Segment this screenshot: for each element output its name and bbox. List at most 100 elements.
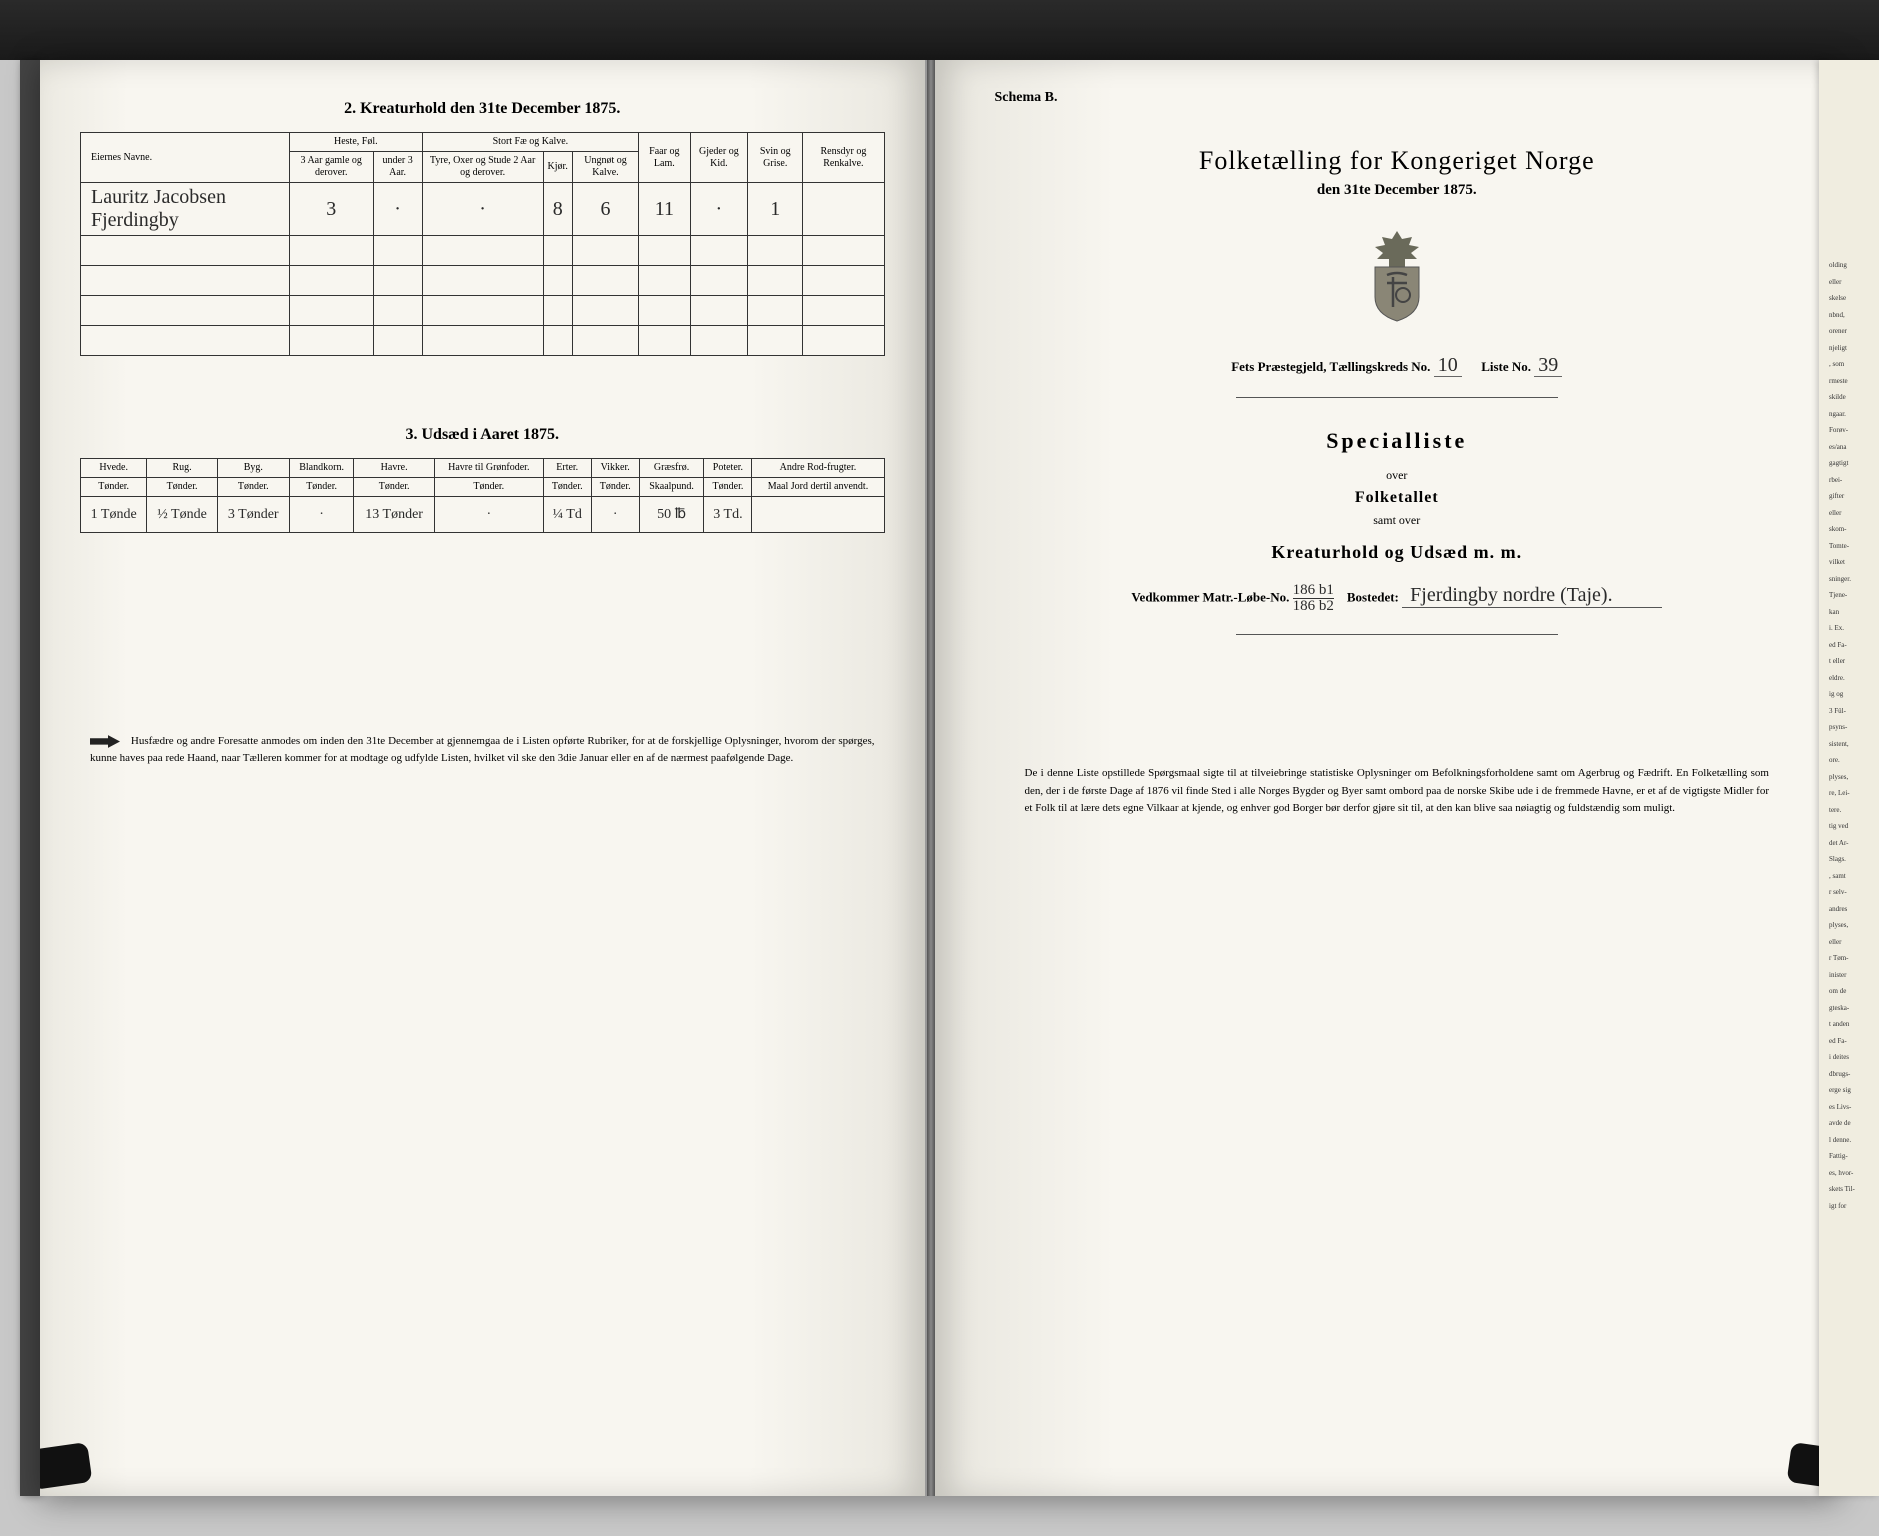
cell-potato: 3 Td. [704,497,752,533]
peek-line: plyses, [1829,772,1875,783]
bosted-value: Fjerdingby nordre (Taje). [1402,584,1662,608]
open-book: 2. Kreaturhold den 31te December 1875. E… [40,60,1839,1496]
peek-line: t anden [1829,1019,1875,1030]
peek-line: eller [1829,508,1875,519]
peek-line: es Livs- [1829,1102,1875,1113]
col-sheep: Faar og Lam. [639,133,690,183]
peek-line: gagtigt [1829,458,1875,469]
unit-peas: Tønder. [543,478,591,497]
table-row [81,296,885,326]
left-footnote-text: Husfædre og andre Foresatte anmodes om i… [90,735,875,764]
peek-line: i deites [1829,1052,1875,1063]
peek-line: ed Fa- [1829,640,1875,651]
cell-mixed: · [289,497,354,533]
peek-line: igt for [1829,1201,1875,1212]
unit-wheat: Tønder. [81,478,147,497]
unit-potato: Tønder. [704,478,752,497]
peek-line: eldre. [1829,673,1875,684]
seed-table: Hvede. Rug. Byg. Blandkorn. Havre. Havre… [80,458,885,533]
cell-other [752,497,884,533]
census-main-title: Folketælling for Kongeriget Norge [995,146,1800,176]
cell-sheep: 11 [639,183,690,236]
col-barley: Byg. [217,459,289,478]
left-page: 2. Kreaturhold den 31te December 1875. E… [40,60,927,1496]
right-footnote: De i denne Liste opstillede Spørgsmaal s… [995,765,1800,818]
col-grass: Græsfrø. [639,459,704,478]
table-row [81,266,885,296]
col-peas: Erter. [543,459,591,478]
spec-folk: Folketallet [995,489,1800,507]
matr-no-top: 186 b1 [1293,583,1334,599]
divider-line [1236,397,1558,398]
peek-line: skilde [1829,392,1875,403]
peek-line: inister [1829,970,1875,981]
peek-line: 3 Fül- [1829,706,1875,717]
peek-line: ig og [1829,689,1875,700]
peek-line: gifter [1829,491,1875,502]
seed-table-body: 1 Tønde ½ Tønde 3 Tønder · 13 Tønder · ¼… [81,497,885,533]
bosted-label: Bostedet: [1347,589,1399,604]
list-no: 39 [1534,354,1562,377]
coat-of-arms-icon [1357,229,1437,324]
right-page: Schema B. Folketælling for Kongeriget No… [935,60,1840,1496]
col-group-cattle: Stort Fæ og Kalve. [422,133,638,152]
peek-line: erge sig [1829,1085,1875,1096]
peek-line: t eller [1829,656,1875,667]
peek-line: vilket [1829,557,1875,568]
peek-line: sistent, [1829,739,1875,750]
seed-table-head: Hvede. Rug. Byg. Blandkorn. Havre. Havre… [81,459,885,497]
cell-goat: · [690,183,748,236]
unit-other: Maal Jord dertil anvendt. [752,478,884,497]
left-binding-edge [20,60,40,1496]
pointing-hand-icon [90,733,120,749]
parish-label: Fets Præstegjeld, Tællingskreds No. [1231,359,1430,374]
unit-vetch: Tønder. [591,478,639,497]
book-gutter [927,60,935,1496]
page-clip-bottom-left [40,1442,92,1490]
peek-line: es, hvor- [1829,1168,1875,1179]
cell-h1: 3 [289,183,373,236]
peek-line: Tjene- [1829,590,1875,601]
peek-line: kan [1829,607,1875,618]
peek-line: tig ved [1829,821,1875,832]
col-pig: Svin og Grise. [748,133,803,183]
unit-barley: Tønder. [217,478,289,497]
peek-line: skets Til- [1829,1184,1875,1195]
peek-line: Fattig- [1829,1151,1875,1162]
col-rye: Rug. [147,459,218,478]
table-row [81,236,885,266]
peek-line: dbrugs- [1829,1069,1875,1080]
list-label: Liste No. [1481,359,1531,374]
cell-wheat: 1 Tønde [81,497,147,533]
cell-c2: 8 [543,183,572,236]
peek-line: i. Ex. [1829,623,1875,634]
unit-grass: Skaalpund. [639,478,704,497]
cell-oats: 13 Tønder [354,497,434,533]
peek-line: orener [1829,326,1875,337]
cell-reindeer [803,183,884,236]
peek-line: , som [1829,359,1875,370]
col-c3: Ungnøt og Kalve. [572,152,638,183]
peek-line: l denne. [1829,1135,1875,1146]
cell-h2: · [373,183,422,236]
table-row: Lauritz Jacobsen Fjerdingby 3 · · 8 6 11… [81,183,885,236]
peek-line: ngaar. [1829,409,1875,420]
peek-line: avde de [1829,1118,1875,1129]
peek-line: es/ana [1829,442,1875,453]
spec-samt: samt over [995,513,1800,528]
cell-pig: 1 [748,183,803,236]
unit-rye: Tønder. [147,478,218,497]
parish-no: 10 [1434,354,1462,377]
livestock-table-body: Lauritz Jacobsen Fjerdingby 3 · · 8 6 11… [81,183,885,356]
peek-line: olding [1829,260,1875,271]
col-h2: under 3 Aar. [373,152,422,183]
specialliste-title: Specialliste [995,428,1800,454]
matr-line: Vedkommer Matr.-Løbe-No. 186 b1 186 b2 B… [995,583,1800,614]
col-c2: Kjør. [543,152,572,183]
peek-line: r Tøm- [1829,953,1875,964]
peek-line: ed Fa- [1829,1036,1875,1047]
peek-line: psyns- [1829,722,1875,733]
col-other: Andre Rod-frugter. [752,459,884,478]
unit-mixed: Tønder. [289,478,354,497]
table-row [81,326,885,356]
